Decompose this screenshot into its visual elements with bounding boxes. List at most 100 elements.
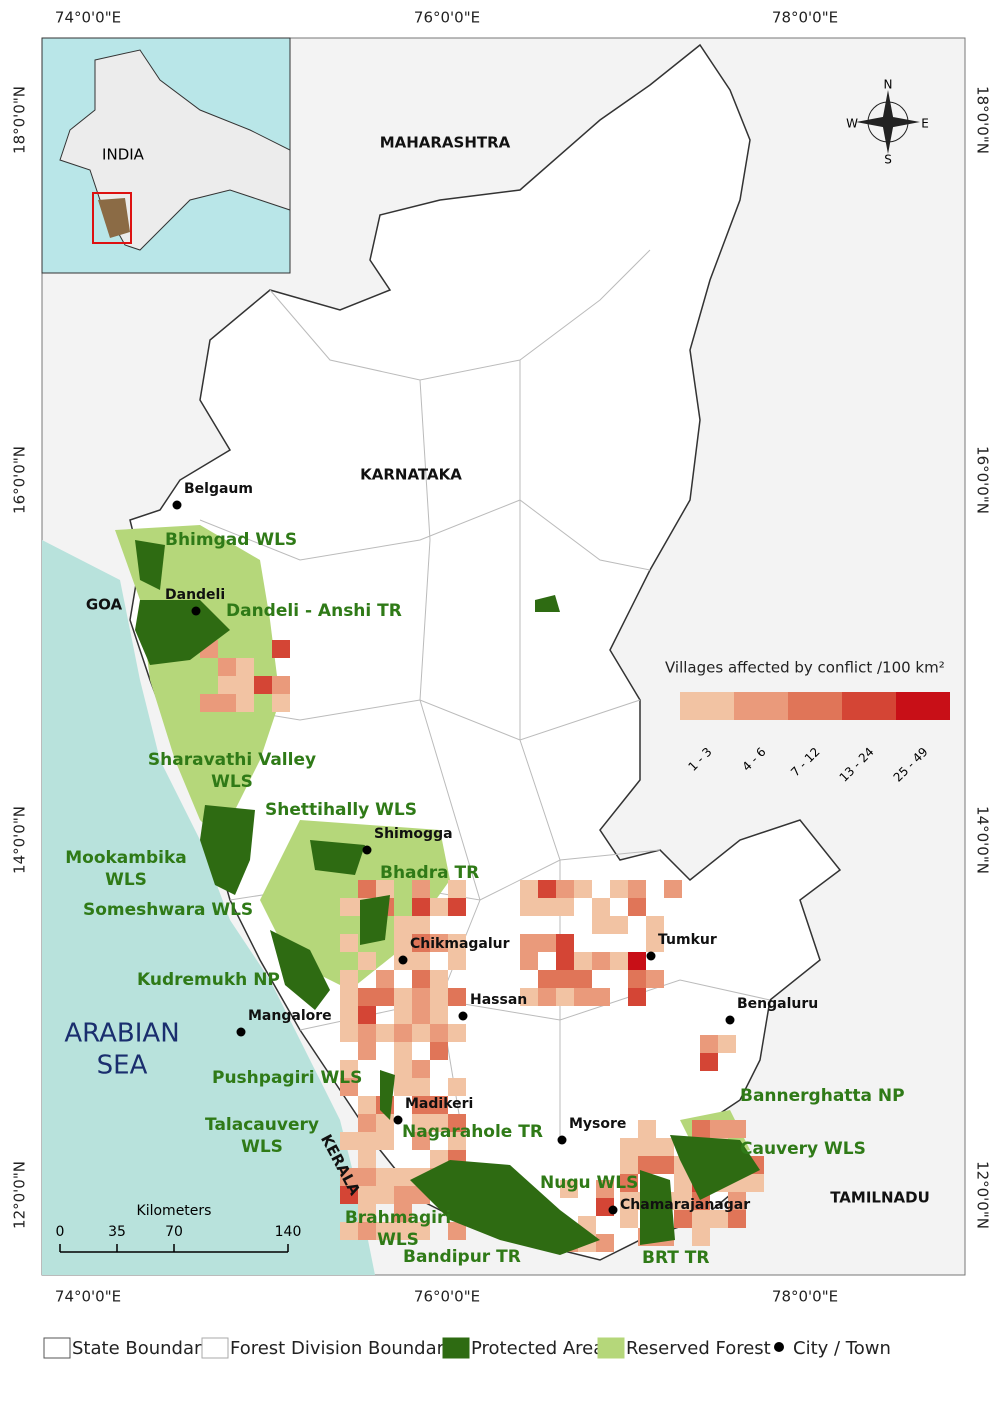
compass-w: W xyxy=(846,117,858,131)
conflict-cell xyxy=(520,988,538,1006)
conflict-cell xyxy=(674,1174,692,1192)
conflict-cell xyxy=(656,1156,674,1174)
conflict-legend-title: Villages affected by conflict /100 km² xyxy=(665,659,945,677)
city-label: Mysore xyxy=(569,1116,626,1132)
conflict-cell xyxy=(358,1222,376,1240)
conflict-cell xyxy=(556,898,574,916)
conflict-cell xyxy=(394,1186,412,1204)
lon-label-top: 74°0'0"E xyxy=(55,9,121,27)
lon-label-top: 78°0'0"E xyxy=(772,9,838,27)
conflict-cell xyxy=(620,1210,638,1228)
conflict-cell xyxy=(358,952,376,970)
conflict-cell xyxy=(610,916,628,934)
conflict-cell xyxy=(412,1096,430,1114)
scale-title: Kilometers xyxy=(137,1203,212,1219)
conflict-cell xyxy=(674,1210,692,1228)
conflict-cell xyxy=(394,1168,412,1186)
conflict-cell xyxy=(376,1222,394,1240)
conflict-cell xyxy=(412,1132,430,1150)
protected-area-label: WLS xyxy=(211,772,253,792)
inset-highlight xyxy=(92,192,132,244)
lat-label-left: 18°0'0"N xyxy=(11,86,29,154)
conflict-cell xyxy=(638,1120,656,1138)
region-label: KARNATAKA xyxy=(360,466,462,484)
conflict-cell xyxy=(412,952,430,970)
conflict-cell xyxy=(412,898,430,916)
protected-areas xyxy=(135,540,760,1255)
conflict-cell xyxy=(412,1006,430,1024)
conflict-cell xyxy=(628,970,646,988)
conflict-cell xyxy=(664,880,682,898)
conflict-cell xyxy=(430,1006,448,1024)
conflict-cell xyxy=(340,1024,358,1042)
conflict-cell xyxy=(376,988,394,1006)
conflict-cell xyxy=(646,934,664,952)
conflict-cell xyxy=(646,916,664,934)
legend-swatch xyxy=(201,1337,229,1359)
conflict-cell xyxy=(412,970,430,988)
legend-swatch xyxy=(442,1337,470,1359)
conflict-cell xyxy=(448,898,466,916)
protected-area-label: Brahmagiri xyxy=(345,1208,451,1228)
lat-label-left: 14°0'0"N xyxy=(11,806,29,874)
conflict-cell xyxy=(596,1180,614,1198)
conflict-cell xyxy=(638,1138,656,1156)
conflict-cell xyxy=(430,970,448,988)
city-dot xyxy=(172,500,182,510)
conflict-cell xyxy=(358,1042,376,1060)
conflict-cell xyxy=(340,1132,358,1150)
sea-label: ARABIAN xyxy=(64,1019,179,1049)
conflict-legend-swatch xyxy=(734,692,788,720)
lat-label-left: 16°0'0"N xyxy=(11,446,29,514)
conflict-cell xyxy=(358,880,376,898)
conflict-cell xyxy=(218,676,236,694)
city-dot xyxy=(236,1027,246,1037)
city-label: Mangalore xyxy=(248,1008,332,1024)
conflict-cell xyxy=(394,916,412,934)
conflict-cell xyxy=(358,1096,376,1114)
protected-area-label: Someshwara WLS xyxy=(83,900,253,920)
conflict-cell xyxy=(340,970,358,988)
conflict-cell xyxy=(394,1078,412,1096)
conflict-cell xyxy=(728,1210,746,1228)
conflict-cell xyxy=(628,952,646,970)
city-label: Hassan xyxy=(470,992,527,1008)
conflict-cell xyxy=(620,1174,638,1192)
conflict-cell xyxy=(700,1053,718,1071)
conflict-cell xyxy=(620,1192,638,1210)
protected-area-label: Bannerghatta NP xyxy=(740,1086,905,1106)
forest-divisions xyxy=(179,249,771,1140)
lat-label-left: 12°0'0"N xyxy=(11,1161,29,1229)
conflict-cell xyxy=(358,1168,376,1186)
lat-label-right: 16°0'0"N xyxy=(974,446,992,514)
city-dot xyxy=(725,1015,735,1025)
conflict-cell xyxy=(610,880,628,898)
sea xyxy=(42,540,375,1275)
conflict-cell xyxy=(592,988,610,1006)
lat-label-right: 14°0'0"N xyxy=(974,806,992,874)
compass: N E S W xyxy=(846,78,929,167)
city-label: Chamarajanagar xyxy=(620,1197,750,1213)
conflict-cell xyxy=(340,1078,358,1096)
conflict-cell xyxy=(430,1114,448,1132)
conflict-cell xyxy=(412,988,430,1006)
city-dot xyxy=(557,1135,567,1145)
conflict-cell xyxy=(448,1222,466,1240)
conflict-cell xyxy=(710,1120,728,1138)
conflict-cell xyxy=(412,916,430,934)
legend-label: State Boundary xyxy=(72,1338,212,1359)
conflict-cell xyxy=(700,1035,718,1053)
conflict-cell xyxy=(448,988,466,1006)
conflict-cell xyxy=(556,988,574,1006)
protected-area-label: Mookambika xyxy=(65,848,187,868)
conflict-cell xyxy=(620,1156,638,1174)
protected-area-label: Dandeli - Anshi TR xyxy=(226,601,402,621)
conflict-cell xyxy=(710,1210,728,1228)
protected-area-label: Shettihally WLS xyxy=(265,800,417,820)
conflict-cell xyxy=(358,1114,376,1132)
protected-area-label: Pushpagiri WLS xyxy=(212,1068,362,1088)
conflict-cell xyxy=(538,970,556,988)
city-label: Madikeri xyxy=(405,1096,473,1112)
conflict-cell xyxy=(728,1120,746,1138)
city-dot xyxy=(393,1115,403,1125)
